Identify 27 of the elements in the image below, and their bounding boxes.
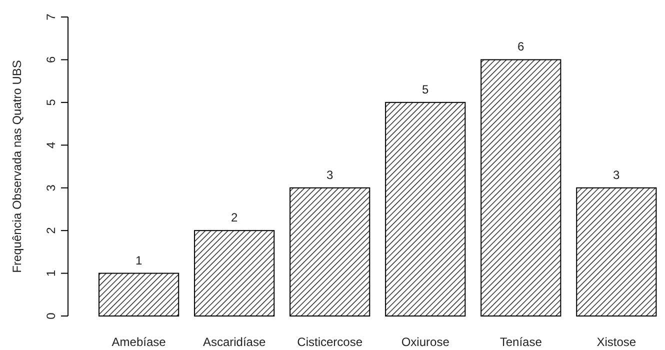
bar xyxy=(385,102,466,316)
y-tick-label: 2 xyxy=(44,226,58,234)
data-label: 3 xyxy=(326,168,334,182)
y-tick-label: 0 xyxy=(44,312,58,320)
bar xyxy=(480,59,562,316)
x-tick-label: Cisticercose xyxy=(297,335,363,349)
x-tick-label: Xistose xyxy=(596,335,636,349)
x-tick-label: Ascaridíase xyxy=(202,335,266,349)
y-tick-label: 4 xyxy=(44,141,58,148)
bar xyxy=(98,272,180,316)
y-tick-label: 5 xyxy=(44,98,58,106)
x-tick-label: Teníase xyxy=(500,335,542,349)
data-label: 1 xyxy=(135,253,142,268)
y-tick-label: 6 xyxy=(44,56,58,64)
y-tick-label: 7 xyxy=(44,13,58,20)
bar xyxy=(290,187,370,316)
y-tick-label: 3 xyxy=(44,184,58,192)
bar xyxy=(576,187,657,316)
data-label: 3 xyxy=(613,168,620,182)
x-tick-label: Amebíase xyxy=(112,335,166,349)
data-label: 6 xyxy=(518,40,525,54)
data-label: 5 xyxy=(422,82,430,96)
bar xyxy=(194,230,275,316)
y-tick-label: 1 xyxy=(44,270,58,277)
y-axis-title: Frequência Observada nas Quatro UBS xyxy=(10,60,24,273)
data-label: 2 xyxy=(230,210,238,225)
x-tick-label: Oxiurose xyxy=(401,335,450,349)
